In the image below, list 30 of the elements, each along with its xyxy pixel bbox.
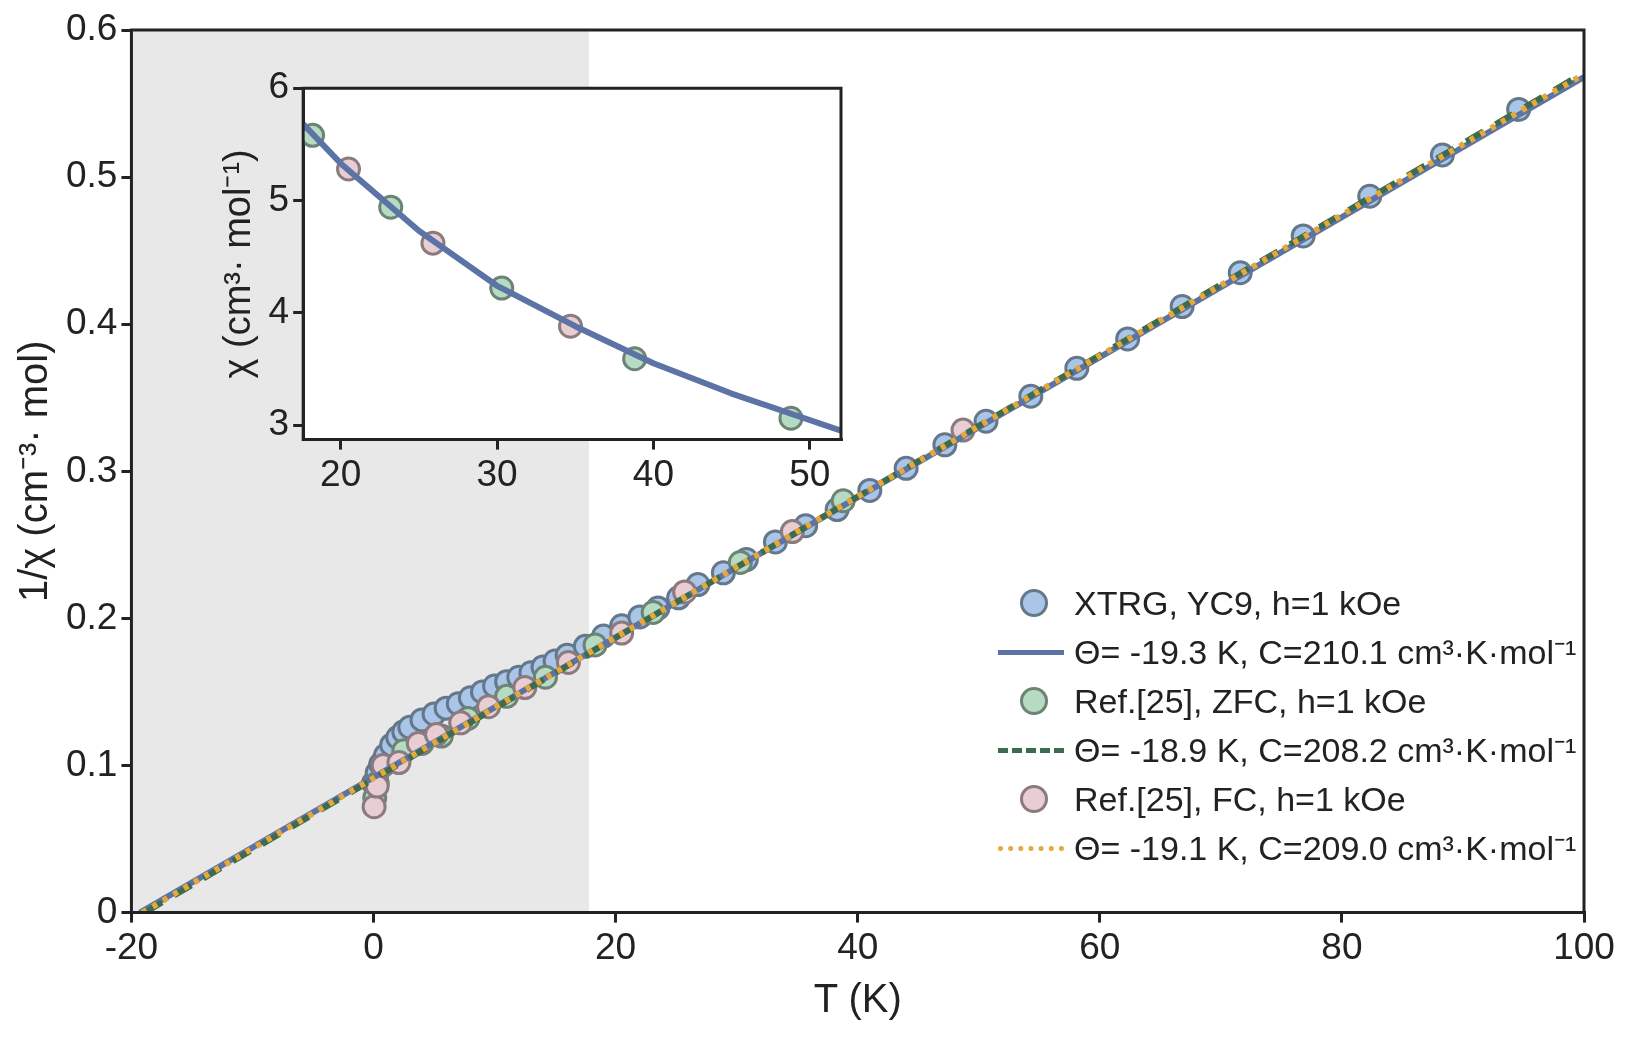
y-tick-label: 0.3 <box>66 448 118 490</box>
x-axis-title: T (K) <box>813 976 902 1021</box>
legend-label: Ref.[25], ZFC, h=1 kOe <box>1074 680 1427 722</box>
x-tick-label: 40 <box>837 926 879 967</box>
y-axis-title: 1/χ (cm⁻³· mol) <box>11 340 56 603</box>
legend-label: Θ= -18.9 K, C=208.2 cm³·K·mol⁻¹ <box>1074 729 1577 771</box>
y-tick-label: 0.4 <box>66 301 118 343</box>
x-tick-label: 100 <box>1553 926 1615 967</box>
legend-label: Θ= -19.1 K, C=209.0 cm³·K·mol⁻¹ <box>1074 827 1577 869</box>
y-tick-label: 0.1 <box>66 742 118 784</box>
x-tick-label: 20 <box>595 926 637 967</box>
y-tick-label: 0.5 <box>66 154 118 196</box>
x-tick-label: 0 <box>363 926 384 967</box>
y-tick-label: 4 <box>268 289 290 331</box>
x-tick-label: 20 <box>320 453 362 494</box>
y-tick-label: 0.6 <box>66 7 118 49</box>
x-tick-label: 30 <box>476 453 518 494</box>
y-tick-label: 6 <box>268 65 290 107</box>
x-tick-label: 40 <box>632 453 674 494</box>
x-tick-label: 80 <box>1321 926 1363 967</box>
y-tick-label: 3 <box>268 402 290 444</box>
y-tick-label: 0.2 <box>66 595 118 637</box>
legend-label: Ref.[25], FC, h=1 kOe <box>1074 778 1406 820</box>
y-tick-label: 5 <box>268 177 290 219</box>
legend-label: Θ= -19.3 K, C=210.1 cm³·K·mol⁻¹ <box>1074 631 1577 673</box>
point <box>361 794 387 820</box>
y-axis-title: χ (cm³· mol⁻¹) <box>216 149 259 379</box>
legend-label: XTRG, YC9, h=1 kOe <box>1074 582 1402 624</box>
x-tick-label: 60 <box>1079 926 1121 967</box>
x-tick-label: 50 <box>789 453 831 494</box>
